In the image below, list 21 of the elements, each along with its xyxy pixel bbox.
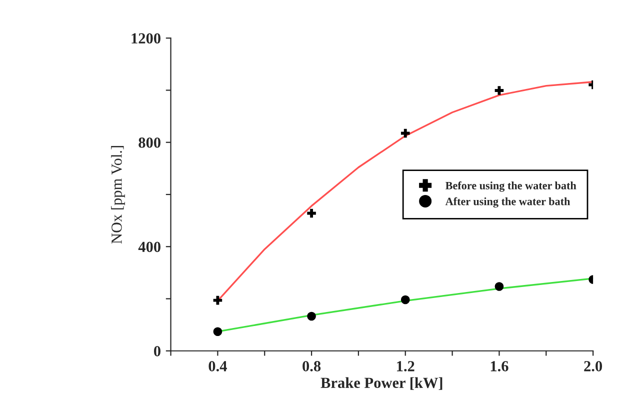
x-axis-title: Brake Power [kW] — [320, 377, 442, 390]
x-tick-label: 2.0 — [584, 361, 602, 372]
legend-label: Before using the water bath — [445, 181, 576, 192]
y-axis-title: NOx [ppm Vol.] — [111, 146, 125, 244]
point — [400, 295, 410, 304]
x-tick-label: 1.6 — [490, 361, 508, 372]
point — [494, 282, 504, 291]
point — [213, 327, 222, 336]
point — [307, 208, 316, 218]
legend-label: After using the water bath — [445, 197, 570, 208]
y-tick-label: 0 — [154, 346, 160, 356]
x-tick-label: 0.4 — [208, 361, 227, 372]
x-tick-label: 0.8 — [302, 361, 321, 372]
y-tick-label: 800 — [138, 137, 160, 148]
y-tick-label: 400 — [138, 242, 160, 252]
point — [307, 312, 316, 321]
point — [494, 86, 504, 95]
point — [400, 128, 410, 138]
x-tick-label: 1.2 — [397, 361, 414, 372]
point — [213, 296, 222, 305]
y-tick-label: 1200 — [132, 33, 160, 44]
